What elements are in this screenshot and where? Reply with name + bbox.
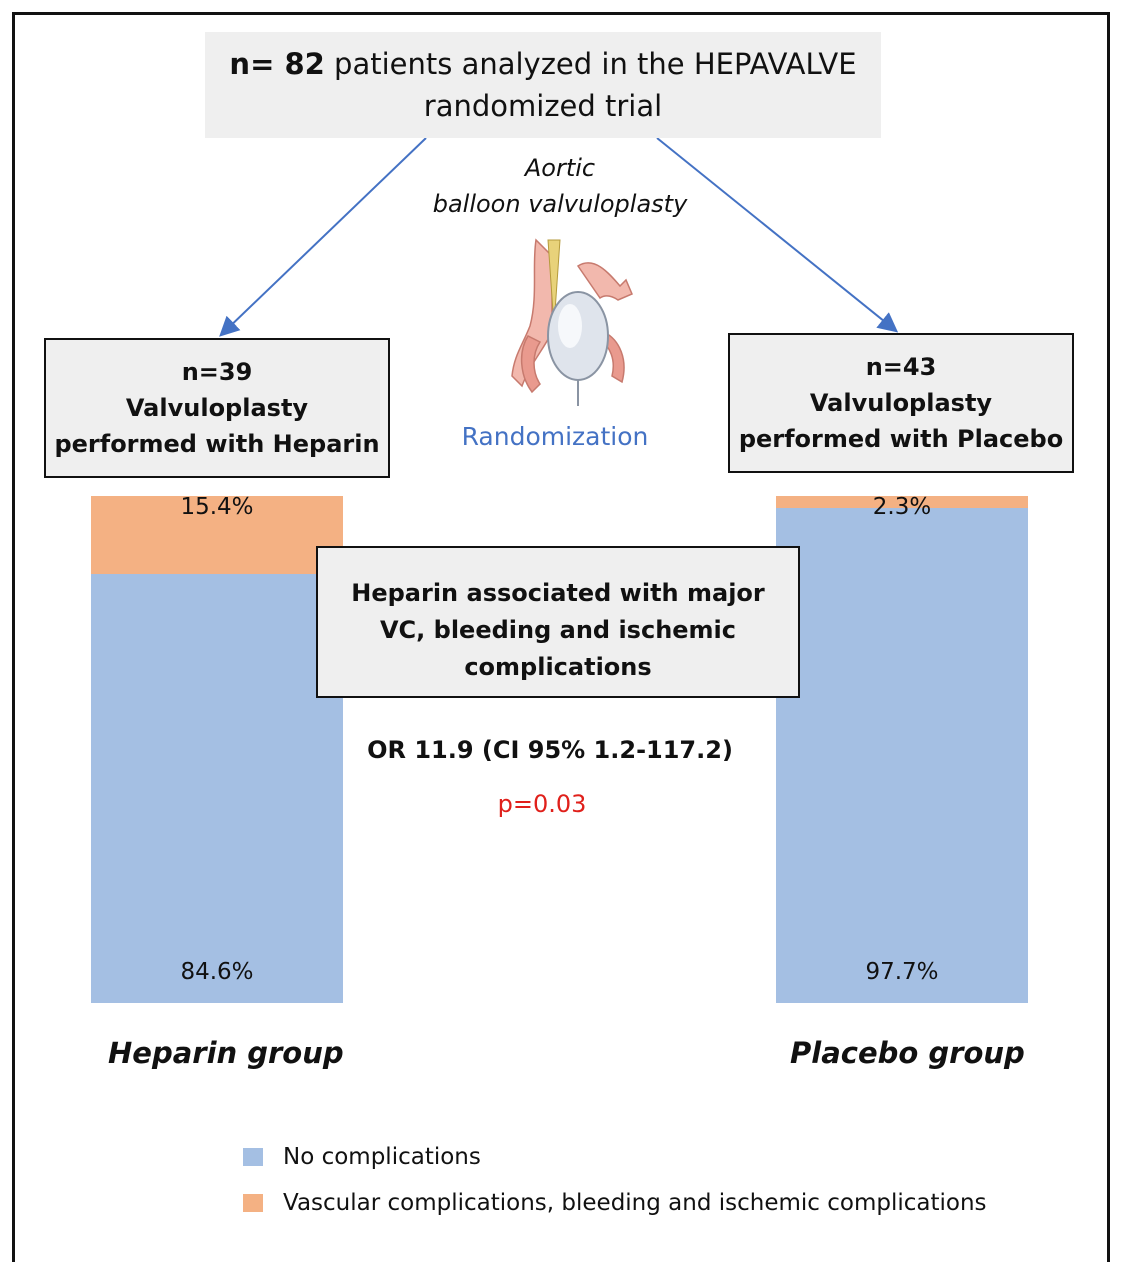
procedure-line1: Aortic <box>524 154 596 182</box>
legend-item-complications: Vascular complications, bleeding and isc… <box>243 1190 987 1216</box>
legend-label-no-complications: No complications <box>283 1144 481 1170</box>
procedure-line2: balloon valvuloplasty <box>432 190 688 218</box>
p-value: p=0.03 <box>497 790 587 818</box>
procedure-label: Aortic balloon valvuloplasty <box>400 150 720 222</box>
result-line1: Heparin associated with major <box>351 579 765 607</box>
legend-label-complications: Vascular complications, bleeding and isc… <box>283 1190 987 1216</box>
heparin-group-box: n=39 Valvuloplasty performed with Hepari… <box>44 338 390 478</box>
aortic-valve-illustration <box>511 238 633 406</box>
category-label-placebo: Placebo group <box>790 1036 1025 1070</box>
header-text-line1: patients analyzed in the HEPAVALVE <box>324 47 857 81</box>
label-heparin-no-complications: 84.6% <box>180 959 254 985</box>
placebo-box-line3: performed with Placebo <box>738 425 1064 453</box>
randomization-label: Randomization <box>461 422 649 451</box>
placebo-group-box: n=43 Valvuloplasty performed with Placeb… <box>728 333 1074 473</box>
header-text-line2: randomized trial <box>423 89 663 123</box>
result-box: Heparin associated with major VC, bleedi… <box>316 546 800 698</box>
header-box: n= 82 patients analyzed in the HEPAVALVE… <box>205 32 881 138</box>
bar-placebo-complications <box>776 496 1028 508</box>
arrow-to-heparin <box>219 137 427 337</box>
result-line3: complications <box>464 653 652 681</box>
label-placebo-complications: 2.3% <box>872 494 932 520</box>
bar-heparin-no-complications <box>91 574 343 1003</box>
label-placebo-no-complications: 97.7% <box>865 959 939 985</box>
heparin-box-line3: performed with Heparin <box>54 430 380 458</box>
bar-heparin-complications <box>91 496 343 575</box>
heparin-count: n=39 <box>181 358 253 386</box>
legend-swatch-complications <box>243 1194 263 1212</box>
legend-swatch-no-complications <box>243 1148 263 1166</box>
heparin-box-line2: Valvuloplasty <box>125 394 309 422</box>
placebo-box-line2: Valvuloplasty <box>809 389 993 417</box>
result-line2: VC, bleeding and ischemic <box>379 616 737 644</box>
legend-item-no-complications: No complications <box>243 1144 481 1170</box>
bar-placebo-no-complications <box>776 507 1028 1003</box>
arrow-to-placebo <box>656 137 899 333</box>
odds-ratio: OR 11.9 (CI 95% 1.2-117.2) <box>367 736 733 764</box>
figure-frame <box>12 12 1110 1262</box>
placebo-count: n=43 <box>865 353 937 381</box>
category-label-heparin: Heparin group <box>108 1036 344 1070</box>
patient-count: n= 82 <box>229 47 325 81</box>
label-heparin-complications: 15.4% <box>180 494 254 520</box>
